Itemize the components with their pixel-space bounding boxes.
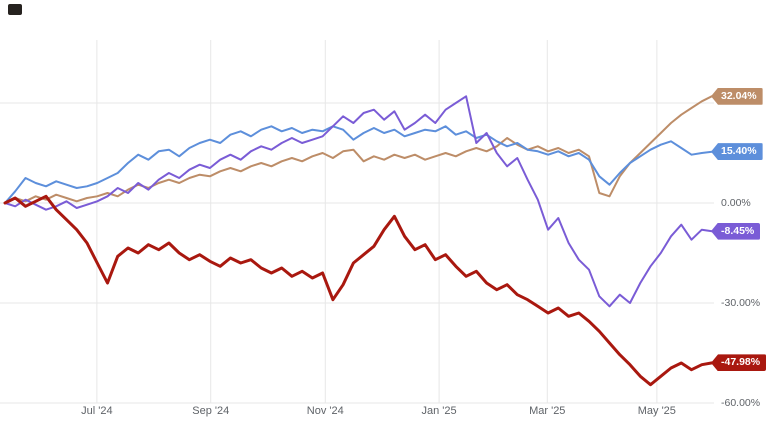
price-badge-tan: 32.04% [711, 87, 763, 105]
corner-logo-mark [8, 4, 22, 15]
x-tick-label: Nov '24 [306, 405, 344, 417]
x-tick-label: Mar '25 [529, 405, 566, 417]
series-line-blue [4, 125, 713, 204]
y-axis-label: -30.00% [721, 297, 761, 309]
y-axis-label: 0.00% [721, 197, 751, 209]
x-tick-label: Jul '24 [81, 405, 113, 417]
price-badge-blue: 15.40% [711, 143, 763, 161]
price-badge-red: -47.98% [711, 354, 767, 372]
series-line-tan [4, 95, 713, 204]
x-tick-label: May '25 [637, 405, 676, 417]
price-badge-purple: -8.45% [711, 222, 761, 240]
y-axis-label: -60.00% [721, 397, 761, 409]
x-tick-label: Jan '25 [421, 405, 457, 417]
series-line-purple [4, 95, 713, 308]
x-tick-label: Sep '24 [192, 405, 230, 417]
series-line-red [3, 194, 714, 387]
